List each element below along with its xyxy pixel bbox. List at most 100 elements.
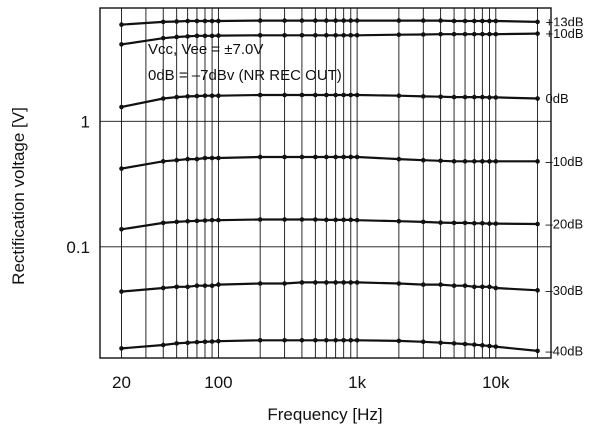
series-label: +13dB	[546, 14, 584, 29]
data-point	[324, 217, 329, 223]
data-point	[324, 32, 329, 38]
data-point	[487, 343, 492, 349]
data-point	[160, 220, 166, 226]
data-point	[119, 226, 124, 232]
data-point	[202, 18, 208, 24]
data-point	[282, 32, 287, 38]
data-point	[354, 280, 360, 285]
data-point	[216, 93, 221, 99]
series-label-background	[544, 216, 585, 232]
data-point	[202, 93, 208, 99]
data-point	[438, 340, 443, 346]
data-point	[209, 339, 215, 344]
data-point	[174, 94, 179, 100]
series-label-background	[544, 14, 585, 30]
data-point	[341, 217, 346, 223]
data-point	[341, 18, 346, 23]
data-point	[216, 155, 221, 161]
series-label-background	[544, 343, 585, 359]
data-point	[282, 217, 287, 222]
x-tick-label: 100	[204, 373, 232, 392]
data-point	[333, 154, 338, 160]
data-point	[354, 217, 360, 223]
data-point	[535, 288, 540, 293]
data-point	[209, 93, 215, 99]
data-point	[282, 92, 287, 98]
data-point	[185, 218, 190, 224]
data-point	[462, 31, 468, 37]
data-point	[480, 284, 485, 290]
data-point	[487, 221, 492, 226]
data-point	[493, 95, 499, 100]
data-point	[194, 18, 200, 24]
data-point	[472, 159, 477, 164]
data-point	[396, 18, 402, 23]
data-point	[313, 280, 318, 285]
data-point	[119, 166, 124, 171]
data-point	[535, 96, 540, 101]
data-point	[333, 32, 338, 38]
data-point	[313, 154, 318, 160]
data-point	[451, 94, 457, 100]
data-point	[487, 284, 492, 290]
x-tick-label: 20	[112, 373, 131, 392]
data-point	[324, 154, 329, 160]
data-point	[535, 31, 540, 36]
data-point	[535, 159, 540, 164]
data-point	[324, 337, 329, 343]
x-tick-label: 10k	[482, 373, 510, 392]
data-point	[535, 348, 540, 354]
data-point	[348, 280, 354, 285]
data-point	[313, 18, 318, 23]
data-point	[348, 154, 354, 160]
data-point	[462, 94, 468, 100]
data-point	[462, 341, 468, 347]
data-point	[202, 33, 208, 39]
data-point	[493, 159, 499, 164]
data-point	[324, 280, 329, 285]
data-point	[174, 19, 179, 24]
data-point	[493, 285, 499, 291]
data-point	[313, 32, 318, 38]
data-point	[493, 31, 499, 37]
data-point	[160, 342, 166, 348]
data-point	[472, 284, 477, 290]
data-point	[209, 155, 215, 161]
data-point	[472, 220, 477, 226]
data-point	[487, 95, 492, 100]
data-point	[438, 282, 443, 287]
data-point	[216, 18, 221, 24]
data-point	[194, 156, 200, 162]
data-point	[487, 159, 492, 164]
data-point	[354, 32, 360, 38]
data-point	[185, 340, 190, 346]
data-point	[194, 339, 200, 345]
data-point	[257, 32, 263, 38]
data-point	[174, 341, 179, 346]
data-point	[333, 92, 338, 98]
data-point	[174, 34, 179, 40]
data-point	[341, 337, 346, 343]
annotation-reference-level: 0dB = –7dBv (NR REC OUT)	[148, 67, 342, 84]
data-point	[333, 337, 338, 343]
data-point	[209, 18, 215, 24]
data-point	[174, 157, 179, 163]
data-point	[257, 154, 263, 160]
data-point	[257, 281, 263, 286]
data-point	[462, 220, 468, 226]
data-point	[420, 94, 426, 99]
series-label: +10dB	[546, 26, 584, 41]
data-point	[354, 337, 360, 343]
data-point	[487, 18, 492, 24]
data-point	[282, 18, 287, 23]
data-point	[462, 18, 468, 24]
data-point	[354, 18, 360, 23]
data-point	[299, 18, 305, 23]
data-point	[209, 33, 215, 39]
data-point	[480, 159, 485, 164]
data-point	[119, 42, 124, 47]
data-point	[333, 280, 338, 285]
data-point	[185, 94, 190, 99]
data-point	[480, 220, 485, 226]
data-point	[119, 346, 124, 351]
